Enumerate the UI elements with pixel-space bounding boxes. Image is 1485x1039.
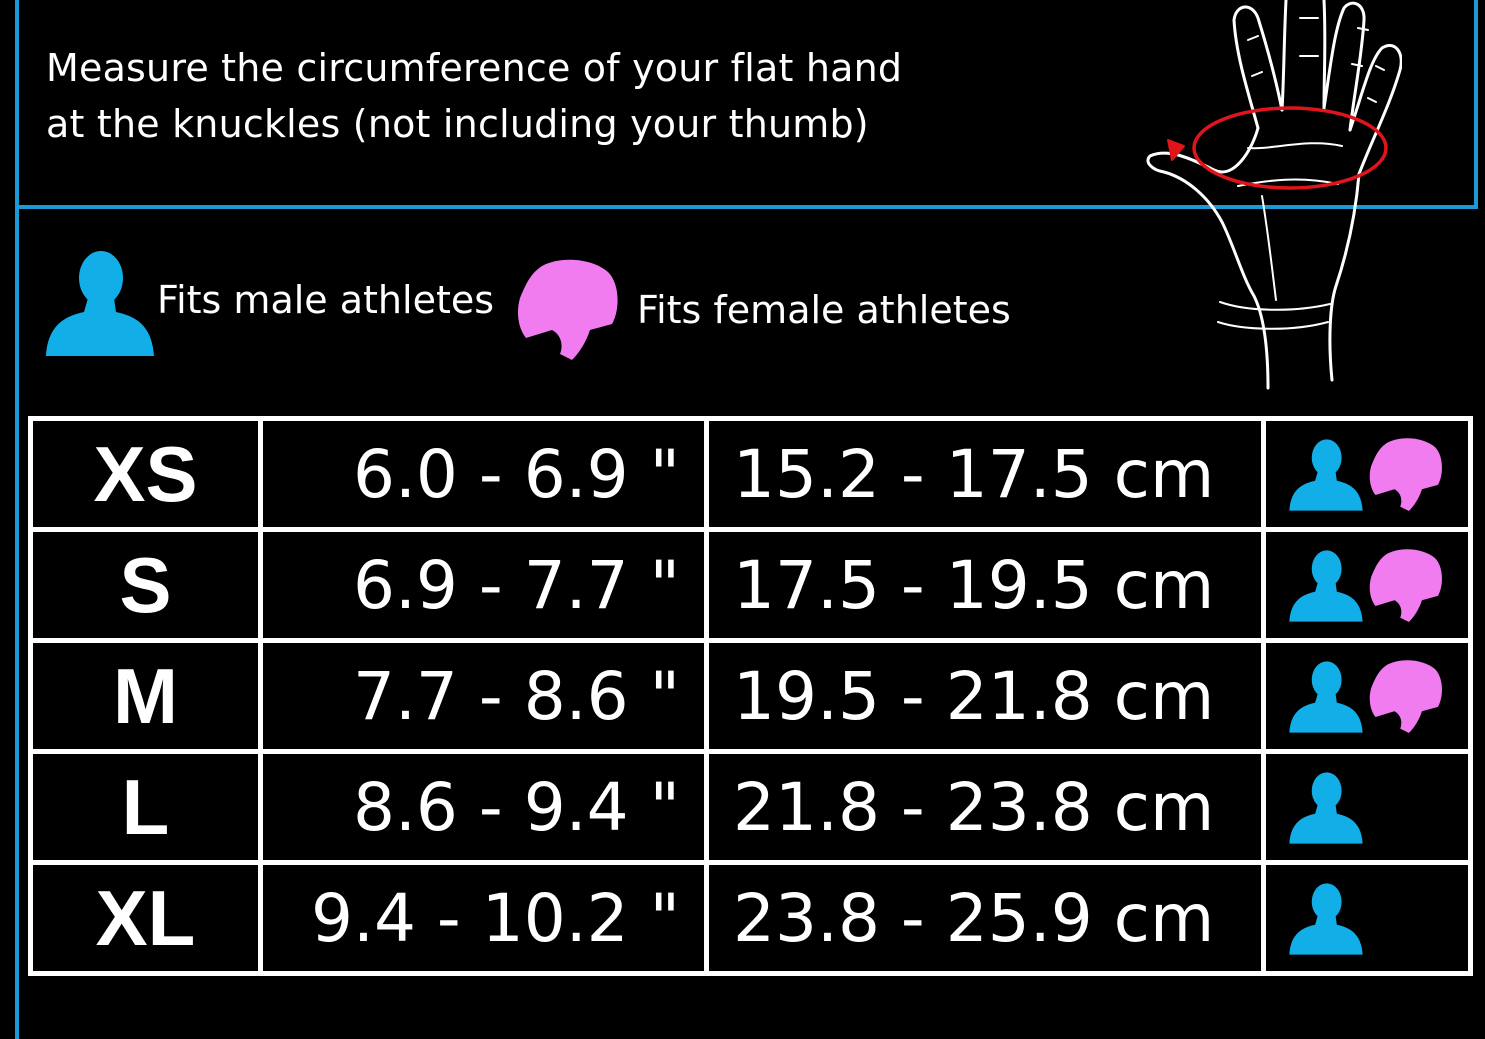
fits-cell bbox=[1261, 860, 1473, 976]
fits-cell bbox=[1261, 416, 1473, 532]
size-cell: L bbox=[28, 749, 263, 865]
instructions-line-1: Measure the circumference of your flat h… bbox=[46, 46, 903, 90]
hand-measurement-icon bbox=[1072, 0, 1403, 390]
table-row: M 7.7 - 8.6 " 19.5 - 21.8 cm bbox=[28, 638, 1473, 754]
cm-cell: 17.5 - 19.5 cm bbox=[704, 527, 1266, 643]
table-row: XL 9.4 - 10.2 " 23.8 - 25.9 cm bbox=[28, 860, 1473, 976]
female-athlete-icon bbox=[516, 258, 620, 360]
cm-cell: 19.5 - 21.8 cm bbox=[704, 638, 1266, 754]
header-divider bbox=[15, 205, 1478, 209]
size-cell: M bbox=[28, 638, 263, 754]
fits-cell bbox=[1261, 527, 1473, 643]
male-athlete-icon bbox=[1288, 881, 1364, 955]
male-athlete-icon bbox=[1288, 770, 1364, 844]
table-row: S 6.9 - 7.7 " 17.5 - 19.5 cm bbox=[28, 527, 1473, 643]
cm-cell: 15.2 - 17.5 cm bbox=[704, 416, 1266, 532]
female-athlete-icon bbox=[1368, 659, 1444, 733]
female-athlete-icon bbox=[1368, 548, 1444, 622]
inches-cell: 7.7 - 8.6 " bbox=[258, 638, 709, 754]
size-cell: S bbox=[28, 527, 263, 643]
inches-cell: 9.4 - 10.2 " bbox=[258, 860, 709, 976]
size-chart-body: XS 6.0 - 6.9 " 15.2 - 17.5 cm S 6.9 - 7.… bbox=[28, 416, 1473, 976]
inches-cell: 8.6 - 9.4 " bbox=[258, 749, 709, 865]
measurement-instructions: Measure the circumference of your flat h… bbox=[46, 40, 946, 152]
male-athlete-icon bbox=[1288, 659, 1364, 733]
size-chart-table: XS 6.0 - 6.9 " 15.2 - 17.5 cm S 6.9 - 7.… bbox=[28, 416, 1473, 976]
legend-female-label: Fits female athletes bbox=[637, 288, 1011, 332]
male-athlete-icon bbox=[44, 248, 156, 356]
cm-cell: 21.8 - 23.8 cm bbox=[704, 749, 1266, 865]
table-row: XS 6.0 - 6.9 " 15.2 - 17.5 cm bbox=[28, 416, 1473, 532]
size-cell: XS bbox=[28, 416, 263, 532]
fits-cell bbox=[1261, 638, 1473, 754]
instructions-line-2: at the knuckles (not including your thum… bbox=[46, 102, 869, 146]
size-cell: XL bbox=[28, 860, 263, 976]
frame-right-border bbox=[1474, 0, 1478, 208]
cm-cell: 23.8 - 25.9 cm bbox=[704, 860, 1266, 976]
inches-cell: 6.0 - 6.9 " bbox=[258, 416, 709, 532]
female-athlete-icon bbox=[1368, 437, 1444, 511]
frame-left-border bbox=[15, 0, 19, 1039]
male-athlete-icon bbox=[1288, 437, 1364, 511]
fits-cell bbox=[1261, 749, 1473, 865]
table-row: L 8.6 - 9.4 " 21.8 - 23.8 cm bbox=[28, 749, 1473, 865]
inches-cell: 6.9 - 7.7 " bbox=[258, 527, 709, 643]
legend-male-label: Fits male athletes bbox=[157, 278, 495, 322]
male-athlete-icon bbox=[1288, 548, 1364, 622]
